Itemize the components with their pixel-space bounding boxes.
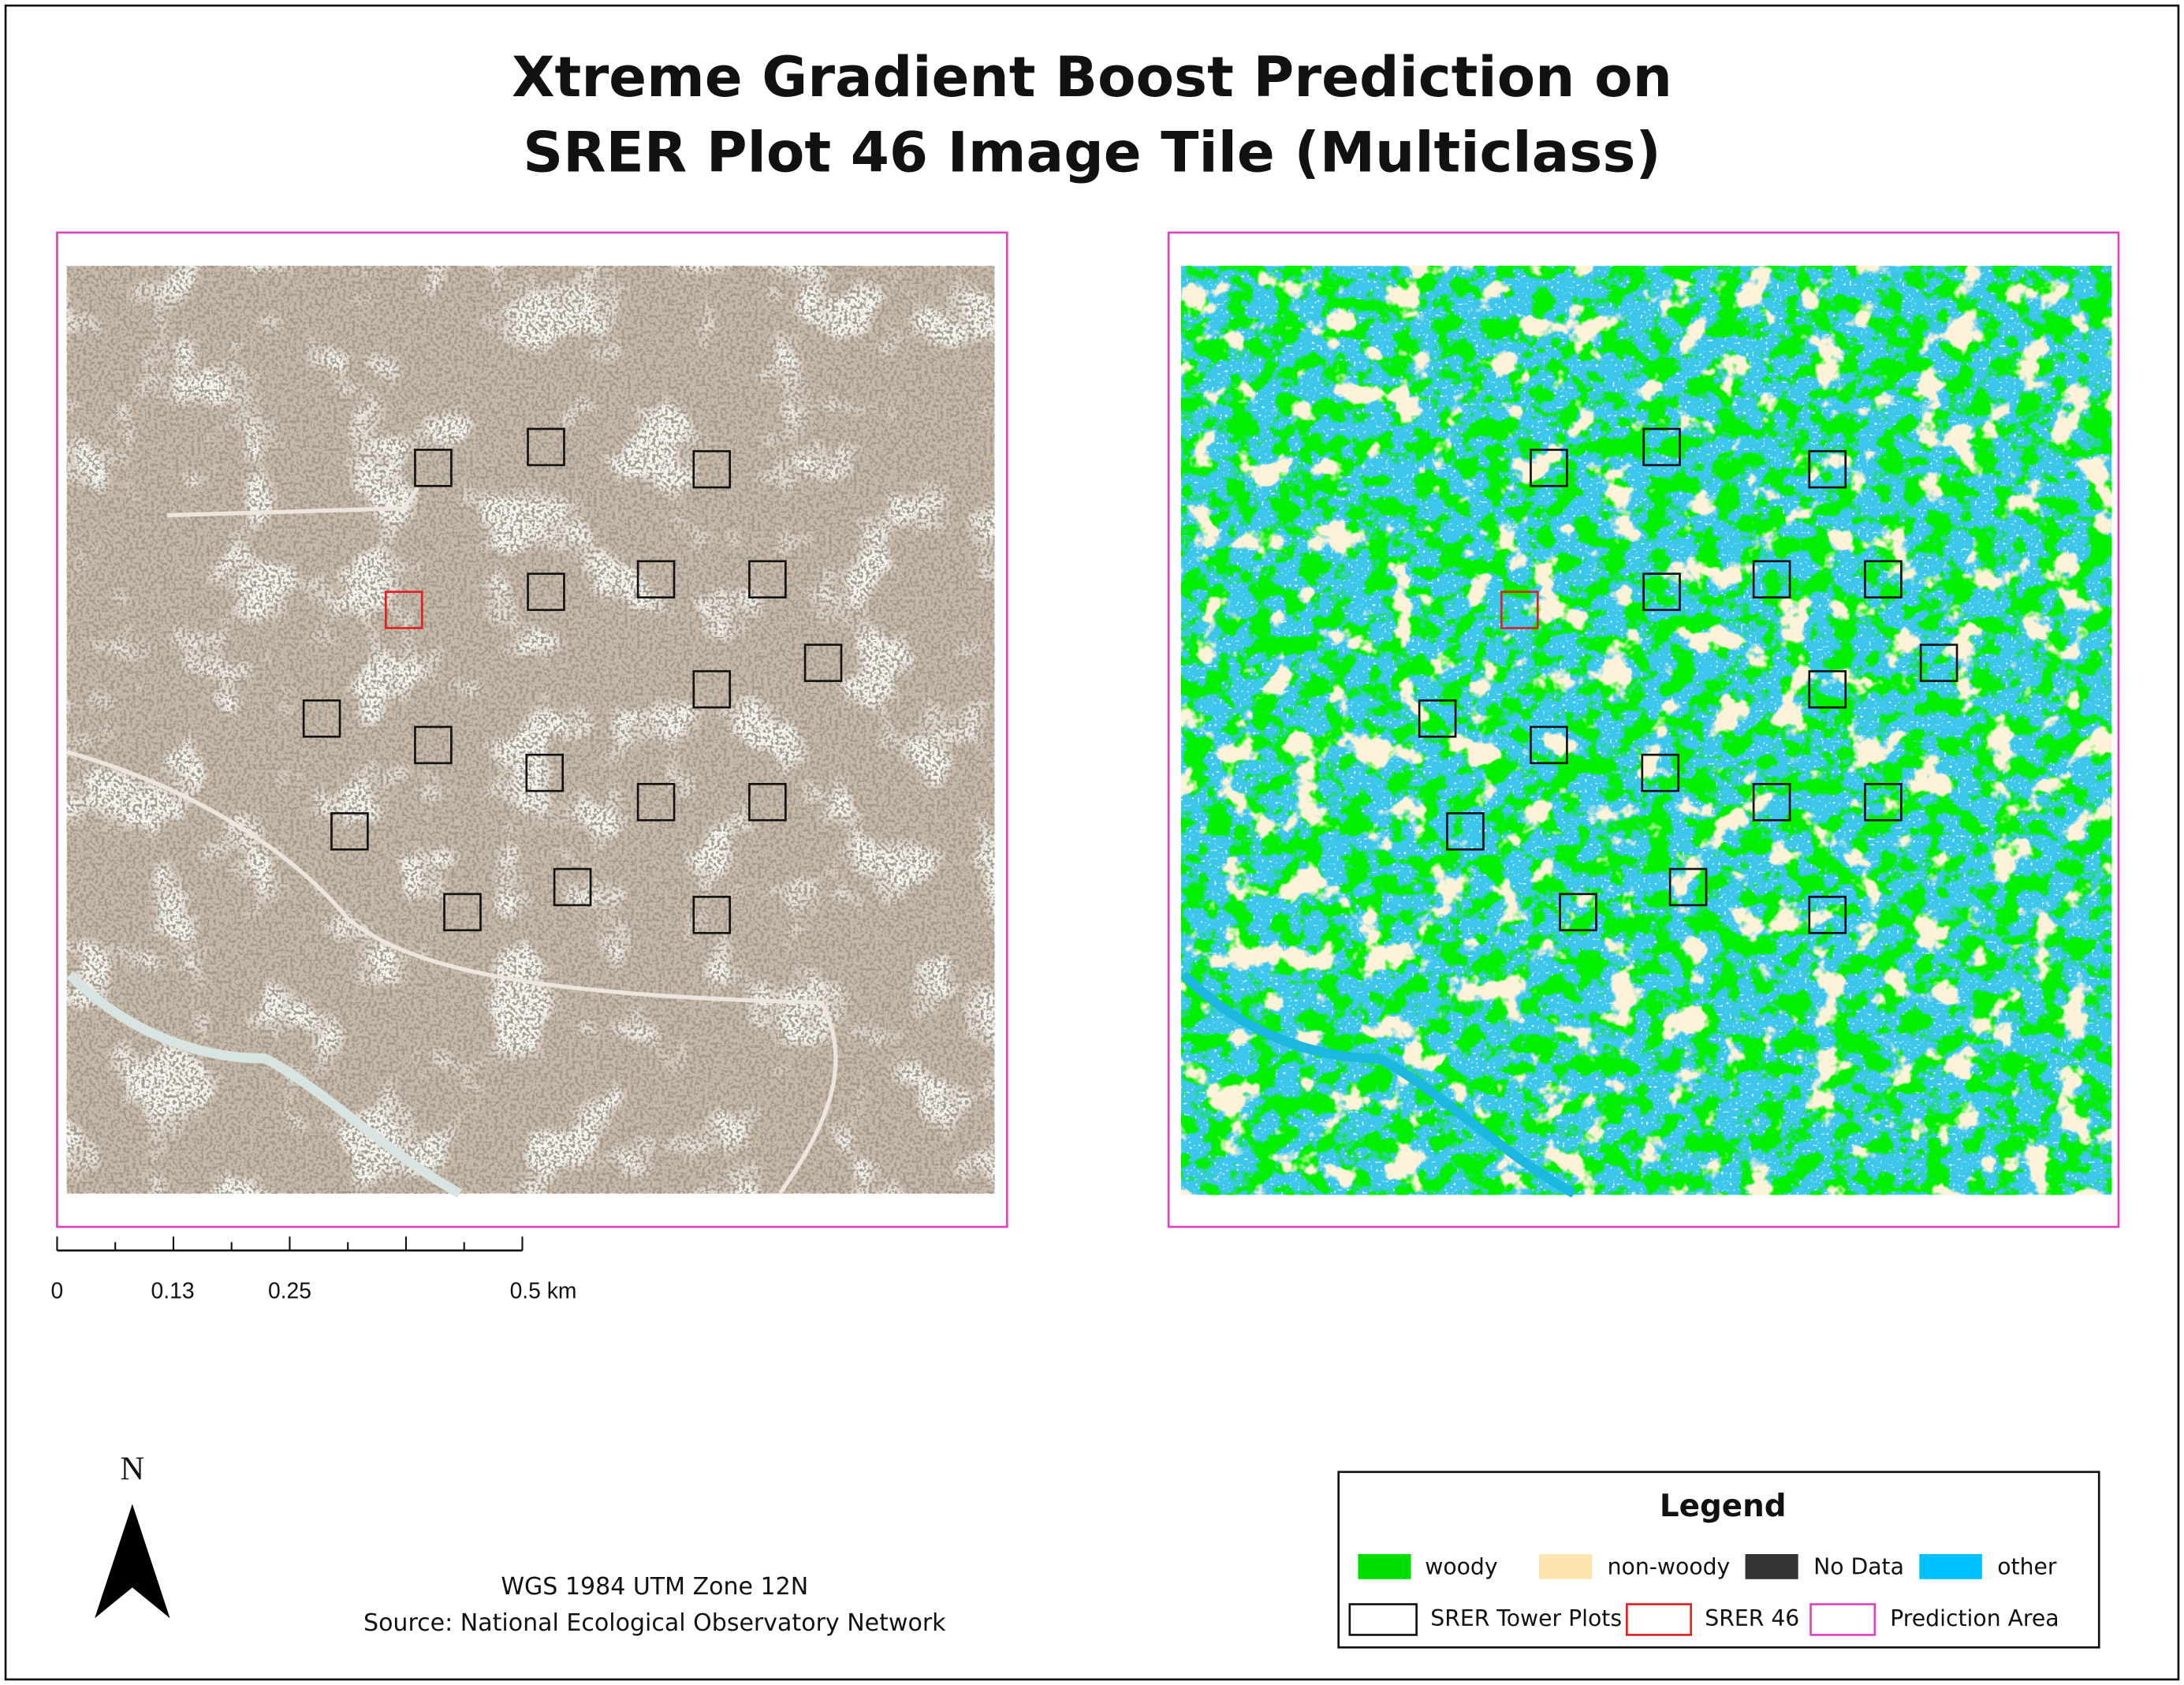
footnote: WGS 1984 UTM Zone 12N [501, 1573, 808, 1601]
tower-plot [1668, 867, 1708, 907]
scale-bar: 0 0.13 0.25 0.5 km [51, 1236, 577, 1303]
tower-plot [692, 449, 732, 489]
wash [1180, 971, 1577, 1198]
tower-plot [1446, 812, 1485, 851]
tower-plot [1641, 753, 1680, 792]
tower-plot [1919, 643, 1959, 682]
class-texture [1181, 266, 2112, 1195]
legend-outline [1809, 1603, 1877, 1636]
tower-plot [803, 643, 843, 682]
scale-label: 0.13 [151, 1277, 195, 1303]
wash [65, 971, 462, 1198]
legend-label: non-woody [1608, 1554, 1731, 1580]
tower-plot [1808, 896, 1847, 934]
tower-plot [1642, 427, 1681, 467]
legend-outline [1348, 1603, 1418, 1636]
tower-plot [1418, 699, 1457, 738]
legend-label: No Data [1813, 1554, 1904, 1580]
map-title: Xtreme Gradient Boost Prediction on [512, 44, 1672, 110]
north-arrow [95, 1504, 170, 1619]
tower-plot [1808, 669, 1847, 709]
legend: Legend woody non-woody No Data other SRER To… [1337, 1471, 2100, 1649]
tower-plot [1864, 782, 1903, 822]
legend-swatch [1539, 1553, 1593, 1579]
tower-plot [1559, 893, 1597, 932]
tower-plot [414, 725, 453, 765]
tower-plot [1642, 572, 1681, 611]
tower-plot [1530, 725, 1568, 765]
scale-label: 0 [51, 1277, 64, 1303]
legend-swatch [1358, 1553, 1411, 1579]
legend-label: Prediction Area [1890, 1605, 2059, 1631]
legend-swatch [1745, 1553, 1798, 1579]
north-label: N [121, 1451, 145, 1488]
road [66, 750, 838, 1195]
tower-plot [527, 427, 565, 467]
tower-plot [692, 669, 732, 709]
tower-plot [748, 560, 787, 598]
map-title: SRER Plot 46 Image Tile (Multiclass) [523, 119, 1660, 185]
legend-label: SRER Tower Plots [1430, 1605, 1622, 1631]
tower-plot [636, 782, 676, 822]
aerial-texture [66, 266, 995, 1194]
imagery-panel [56, 231, 1008, 1228]
scale-label: 0.25 [268, 1277, 311, 1303]
tower-plot [636, 560, 676, 598]
tower-plot [748, 782, 787, 822]
tower-plot [414, 449, 453, 487]
legend-label: other [1997, 1554, 2057, 1580]
tower-plot [1752, 782, 1791, 822]
legend-outline [1626, 1603, 1692, 1636]
tower-plot [1752, 560, 1791, 598]
tower-plot [692, 896, 732, 934]
footnote: Source: National Ecological Observatory … [363, 1609, 946, 1637]
srer-46-plot [385, 591, 423, 629]
legend-swatch [1919, 1553, 1982, 1579]
scale-label: 0.5 km [510, 1277, 577, 1303]
tower-plot [330, 812, 369, 851]
legend-title: Legend [1660, 1489, 1787, 1524]
tower-plot [443, 893, 482, 932]
tower-plot [553, 867, 592, 907]
tower-plot [527, 572, 565, 611]
tower-plot [302, 699, 341, 738]
tower-plot [525, 753, 565, 792]
srer-46-plot [1500, 591, 1539, 629]
tower-plot [1530, 449, 1568, 487]
legend-label: SRER 46 [1705, 1605, 1799, 1631]
tower-plot [1808, 449, 1847, 489]
tower-plot [1864, 560, 1903, 598]
legend-label: woody [1425, 1554, 1497, 1580]
road [166, 486, 420, 518]
tower-plots [302, 427, 1959, 934]
prediction-panel [1167, 231, 2120, 1228]
